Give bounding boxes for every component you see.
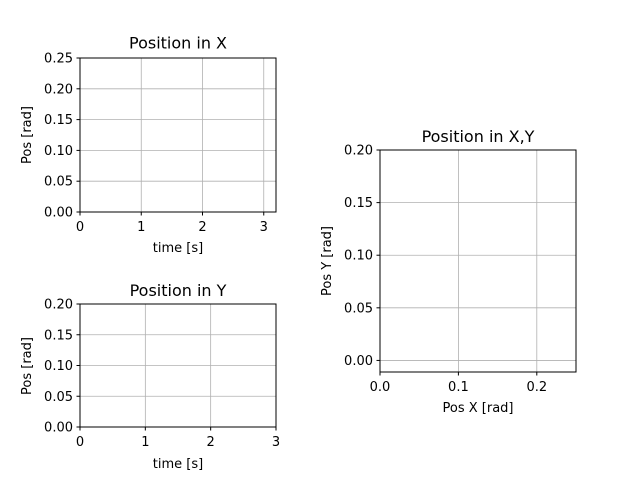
position-y-xlabel: time [s]	[153, 457, 203, 472]
position-x-title: Position in X	[129, 34, 227, 53]
pos-y-ytick-label: 0.10	[44, 359, 73, 374]
pos-x-xtick-label: 0	[76, 220, 84, 235]
pos-y-ytick-label: 0.20	[44, 298, 73, 313]
pos-xy-plot-frame	[379, 149, 577, 373]
pos-y-ytick-label: 0.15	[44, 328, 73, 343]
position-x-ylabel: Pos [rad]	[20, 106, 35, 164]
pos-x-xtick-label: 1	[137, 220, 145, 235]
pos-x-xtick-label: 2	[198, 220, 206, 235]
pos-xy-ytick-label: 0.05	[344, 301, 373, 316]
pos-y-ytick-label: 0.05	[44, 390, 73, 405]
pos-y-xtick-label: 1	[141, 435, 149, 450]
pos-xy-xtick-label: 0.1	[448, 380, 469, 395]
position-y-title: Position in Y	[130, 281, 227, 300]
pos-x-xtick-label: 3	[260, 220, 268, 235]
pos-x-ytick-label: 0.15	[44, 113, 73, 128]
pos-x-ytick-label: 0.20	[44, 82, 73, 97]
position-x-xlabel: time [s]	[153, 241, 203, 256]
pos-xy-xtick-label: 0.0	[370, 380, 391, 395]
position-y-axes: Position in Y time [s] Pos [rad] 0 1 2 3 0.0…	[20, 281, 280, 472]
position-xy-xlabel: Pos X [rad]	[443, 401, 514, 416]
pos-y-xtick-label: 0	[76, 435, 84, 450]
pos-xy-ytick-label: 0.00	[344, 354, 373, 369]
pos-y-ytick-label: 0.00	[44, 421, 73, 436]
pos-xy-ytick-label: 0.10	[344, 249, 373, 264]
position-xy-title: Position in X,Y	[422, 127, 535, 146]
pos-x-ytick-label: 0.00	[44, 206, 73, 221]
pos-xy-ytick-label: 0.15	[344, 196, 373, 211]
pos-x-plot-frame	[79, 57, 277, 213]
pos-y-xtick-label: 3	[272, 435, 280, 450]
pos-xy-xtick-label: 0.2	[526, 380, 547, 395]
pos-xy-ytick-label: 0.20	[344, 144, 373, 159]
position-xy-ylabel: Pos Y [rad]	[320, 226, 335, 296]
pos-x-ytick-label: 0.25	[44, 52, 73, 67]
pos-y-xtick-label: 2	[207, 435, 215, 450]
position-y-ylabel: Pos [rad]	[20, 337, 35, 395]
position-x-axes: Position in X time [s] Pos [rad] 0 1 2 3 0.0…	[20, 34, 277, 256]
position-xy-axes: Position in X,Y Pos X [rad] Pos Y [rad] …	[320, 127, 577, 416]
pos-x-ytick-label: 0.10	[44, 144, 73, 159]
pos-x-ytick-label: 0.05	[44, 175, 73, 190]
